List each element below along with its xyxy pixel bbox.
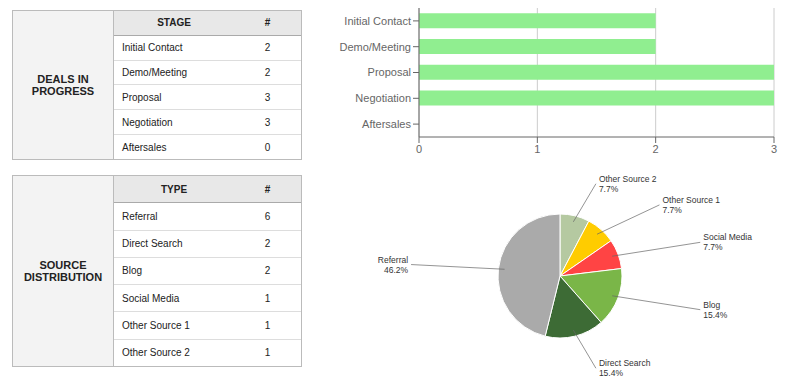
- html-text:Aftersales: Aftersales: [122, 141, 167, 153]
- svg-text:Other Source 27.7%: Other Source 27.7%: [599, 174, 657, 194]
- html-text:1: 1: [264, 347, 271, 359]
- html-text:6: 6: [264, 210, 271, 222]
- html-text:2: 2: [264, 67, 271, 79]
- html-text:3: 3: [264, 91, 271, 103]
- html-text:Direct Search: Direct Search: [122, 238, 183, 250]
- svg-text:Aftersales: Aftersales: [362, 118, 411, 130]
- html-text:Referral: Referral: [122, 210, 158, 222]
- html-text:Other Source 1: Other Source 1: [122, 320, 190, 331]
- svg-text:1: 1: [534, 143, 540, 155]
- html-text:Initial Contact: Initial Contact: [122, 42, 183, 54]
- html-text:Negotiation: Negotiation: [122, 116, 173, 128]
- svg-text:Proposal: Proposal: [368, 66, 411, 78]
- html-text:Proposal: Proposal: [122, 91, 162, 103]
- svg-text:Initial Contact: Initial Contact: [344, 15, 411, 27]
- html-text:0: 0: [264, 141, 271, 153]
- html-text:3: 3: [264, 116, 271, 128]
- html-text:1: 1: [264, 292, 271, 304]
- html-text:Blog: Blog: [122, 265, 142, 277]
- html-text:Other Source 2: Other Source 2: [122, 347, 190, 359]
- svg-text:Blog15.4%: Blog15.4%: [703, 300, 728, 320]
- html-text:STAGE: STAGE: [157, 17, 191, 29]
- svg-text:3: 3: [771, 143, 777, 155]
- html-text:SOURCE DISTRIBUTION: SOURCE DISTRIBUTION: [23, 259, 103, 283]
- svg-text:Social Media7.7%: Social Media7.7%: [703, 232, 752, 252]
- svg-text:Referral46.2%: Referral46.2%: [378, 255, 409, 275]
- html-text:2: 2: [264, 265, 271, 277]
- html-text:TYPE: TYPE: [160, 183, 188, 195]
- svg-text:0: 0: [416, 143, 422, 155]
- svg-text:Demo/Meeting: Demo/Meeting: [339, 41, 411, 53]
- html-text:2: 2: [264, 238, 271, 250]
- html-text:DEALS IN PROGRESS: DEALS IN PROGRESS: [31, 73, 95, 97]
- svg-text:Direct Search15.4%: Direct Search15.4%: [599, 358, 651, 377]
- svg-text:2: 2: [653, 143, 659, 155]
- svg-text:Negotiation: Negotiation: [355, 92, 411, 104]
- svg-text:Other Source 17.7%: Other Source 17.7%: [662, 195, 720, 215]
- html-text:2: 2: [264, 42, 271, 54]
- html-text:Demo/Meeting: Demo/Meeting: [122, 67, 187, 79]
- html-text:Social Media: Social Media: [122, 292, 180, 304]
- html-text:1: 1: [264, 320, 271, 331]
